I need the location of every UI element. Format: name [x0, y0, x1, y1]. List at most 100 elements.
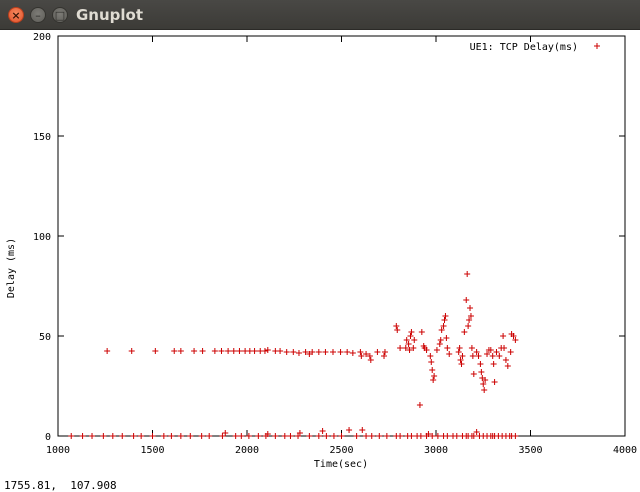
data-point [287, 433, 294, 439]
data-point [374, 349, 381, 355]
data-point [219, 433, 226, 439]
data-point [446, 351, 453, 357]
data-point [330, 433, 337, 439]
data-point [425, 431, 432, 437]
data-point [397, 345, 404, 351]
data-point [177, 433, 184, 439]
data-point [428, 359, 435, 365]
data-point [441, 317, 448, 323]
data-point [199, 348, 206, 354]
data-point [394, 327, 401, 333]
data-point [443, 335, 450, 341]
data-point [283, 349, 290, 355]
minimize-window-button[interactable]: – [30, 7, 46, 23]
data-point [467, 305, 474, 311]
data-point [475, 353, 482, 359]
data-point [238, 433, 245, 439]
legend-plus-marker [594, 43, 600, 49]
scatter-chart[interactable]: 0 50 100 150 200 1000 1500 2000 2500 3000 3500 400… [0, 30, 640, 470]
data-point [465, 323, 472, 329]
data-point [481, 387, 488, 393]
data-point [230, 348, 237, 354]
window-titlebar[interactable]: × – □ Gnuplot [0, 0, 640, 30]
data-point [480, 381, 487, 387]
data-point [109, 433, 116, 439]
data-point [225, 348, 232, 354]
data-point [322, 349, 329, 355]
data-point [357, 349, 364, 355]
data-point [211, 348, 218, 354]
data-point [423, 347, 430, 353]
x-tick-label: 2000 [235, 445, 259, 456]
data-point [149, 433, 156, 439]
data-point [104, 348, 111, 354]
data-point [168, 433, 175, 439]
data-point [501, 345, 508, 351]
data-point [436, 341, 443, 347]
cursor-coordinates: 1755.81, 107.908 [4, 479, 117, 492]
status-bar: 1755.81, 107.908 [0, 470, 640, 492]
data-point [500, 333, 507, 339]
data-point [363, 433, 370, 439]
data-point [491, 379, 498, 385]
y-tick-label: 200 [33, 32, 51, 43]
data-point [315, 433, 322, 439]
data-point [79, 433, 86, 439]
close-window-button[interactable]: × [8, 7, 24, 23]
data-point [359, 427, 366, 433]
x-axis-label: Time(sec) [314, 459, 368, 470]
data-point [416, 402, 423, 408]
data-point [407, 333, 414, 339]
data-point [417, 433, 424, 439]
data-point [152, 348, 159, 354]
data-point [255, 433, 262, 439]
data-point [477, 361, 484, 367]
data-point [482, 377, 489, 383]
data-point [261, 348, 268, 354]
y-tick-label: 50 [39, 332, 51, 343]
data-point [323, 433, 330, 439]
window-title: Gnuplot [76, 6, 144, 24]
data-point [473, 429, 480, 435]
data-point [469, 353, 476, 359]
data-point [438, 327, 445, 333]
data-point [198, 433, 205, 439]
data-point [464, 271, 471, 277]
data-point [418, 329, 425, 335]
data-point [232, 433, 239, 439]
data-point [484, 351, 491, 357]
data-point [440, 323, 447, 329]
data-point [442, 313, 449, 319]
data-point [353, 433, 360, 439]
data-point [408, 433, 415, 439]
data-point [319, 428, 326, 434]
data-point [470, 371, 477, 377]
data-point [367, 357, 374, 363]
data-point [296, 430, 303, 436]
data-point [368, 433, 375, 439]
data-point [406, 347, 413, 353]
data-point [191, 348, 198, 354]
data-point [467, 313, 474, 319]
data-point [461, 329, 468, 335]
data-point [346, 427, 353, 433]
y-tick-label: 150 [33, 132, 51, 143]
data-point [444, 345, 451, 351]
data-point [478, 369, 485, 375]
plot-frame [57, 35, 626, 437]
data-point [411, 337, 418, 343]
data-point [245, 433, 252, 439]
data-point [466, 317, 473, 323]
data-point [512, 337, 519, 343]
y-axis-ticks: 0 50 100 150 200 [33, 32, 625, 443]
maximize-window-button[interactable]: □ [52, 7, 68, 23]
plot-area[interactable]: 0 50 100 150 200 1000 1500 2000 2500 3000 3500 400… [0, 30, 640, 470]
data-point [496, 353, 503, 359]
data-point [349, 350, 356, 356]
data-point [236, 348, 243, 354]
data-point [119, 433, 126, 439]
legend: UE1: TCP Delay(ms) [470, 42, 600, 53]
data-point [437, 337, 444, 343]
data-point [264, 347, 271, 353]
data-point [281, 433, 288, 439]
